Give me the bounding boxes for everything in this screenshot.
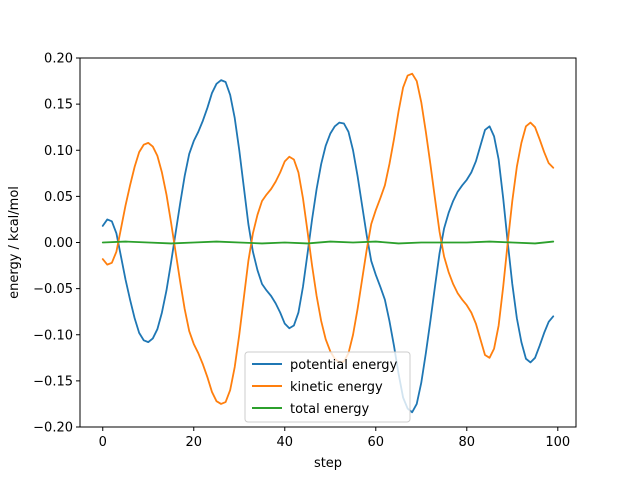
x-axis: 0 20 40 60 80 100 [99,427,570,450]
x-tick-label: 0 [99,435,107,450]
x-axis-label: step [314,456,342,471]
y-tick-label: 0.00 [44,236,73,251]
x-tick-label: 80 [459,435,476,450]
x-tick-label: 40 [276,435,293,450]
legend-label-total: total energy [290,402,369,417]
series-line-total [101,240,555,245]
series-line-potential [101,79,555,414]
y-axis: −0.20 −0.15 −0.10 −0.05 0.00 0.05 0.10 0.15 0.20 [33,52,80,436]
legend-label-kinetic: kinetic energy [290,380,383,395]
y-tick-label: 0.15 [44,98,73,113]
x-tick-label: 100 [545,435,570,450]
y-tick-label: −0.05 [33,282,73,297]
y-tick-label: 0.10 [44,144,73,159]
y-tick-label: 0.05 [44,190,73,205]
y-axis-label: energy / kcal/mol [7,186,22,299]
legend-box [244,351,411,423]
legend-label-potential: potential energy [290,358,398,373]
y-tick-label: −0.10 [33,328,73,343]
legend: potential energy kinetic energy total en… [244,351,411,423]
y-tick-label: 0.20 [44,52,73,67]
y-tick-label: −0.15 [33,374,73,389]
y-tick-label: −0.20 [33,421,73,436]
series-layer [101,72,555,414]
x-tick-label: 20 [185,435,202,450]
series-line-kinetic [101,72,555,405]
x-tick-label: 60 [368,435,385,450]
